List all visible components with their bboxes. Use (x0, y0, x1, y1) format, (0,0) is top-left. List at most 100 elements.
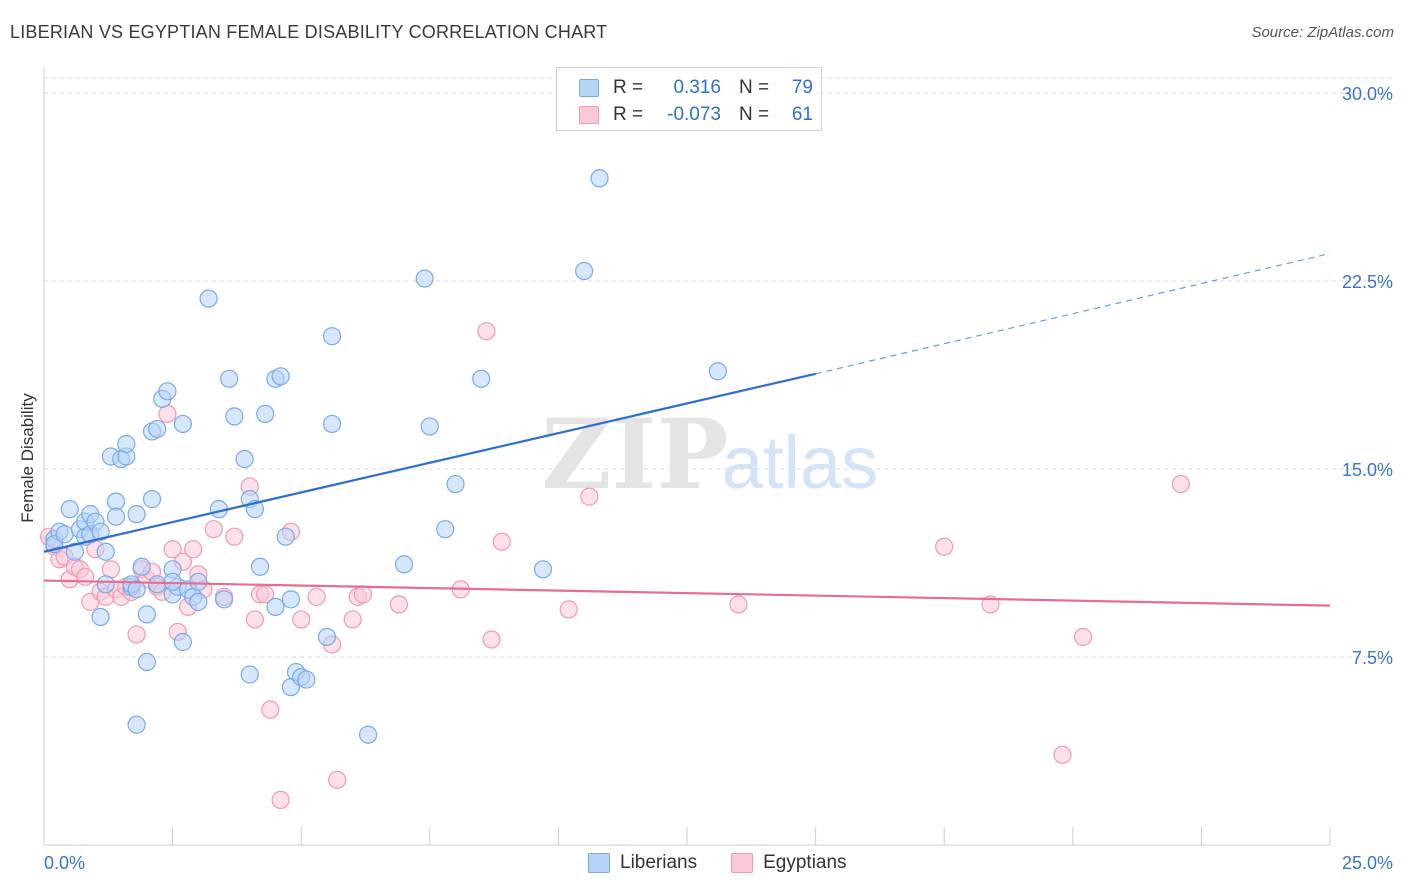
liberian-point (173, 632, 192, 652)
legend-row-liberians: R = 0.316 N = 79 (579, 76, 813, 100)
liberian-point (132, 557, 151, 576)
legend-item-egyptians[interactable]: Egyptians (731, 852, 847, 874)
egyptian-point (1053, 745, 1072, 764)
egyptian-point (271, 790, 290, 809)
liberian-point (446, 474, 465, 494)
egyptian-point (1171, 474, 1190, 494)
egyptian-point (261, 700, 280, 719)
trend-layer (43, 252, 1331, 607)
liberian-point (127, 580, 146, 599)
liberian-point (322, 327, 342, 346)
liberian-point (148, 575, 167, 594)
liberian-point (271, 367, 290, 386)
egyptian-point (163, 540, 182, 559)
legend-swatch-liberians (588, 853, 610, 873)
liberian-point (436, 520, 455, 539)
liberian-point (91, 522, 110, 541)
chart-title: LIBERIAN VS EGYPTIAN FEMALE DISABILITY C… (10, 22, 608, 42)
liberian-point (127, 715, 146, 734)
liberian-point (235, 449, 254, 469)
watermark-atlas: atlas (722, 421, 878, 504)
egyptian-point (1073, 627, 1093, 647)
liberian-point (173, 414, 192, 434)
liberian-point (91, 607, 110, 627)
liberian-point (96, 575, 115, 594)
liberian-point (322, 414, 342, 434)
egyptian-point (307, 587, 326, 606)
egyptian-point (477, 322, 496, 341)
liberian-trendline-extension (815, 252, 1331, 375)
liberian-point (276, 527, 295, 546)
y-tick-label: 22.5% (1342, 272, 1393, 292)
liberian-point (575, 261, 594, 281)
liberian-point (590, 169, 609, 188)
series-legend: Liberians Egyptians (588, 852, 881, 874)
x-tick-label: 0.0% (44, 853, 85, 873)
liberian-point (65, 542, 84, 561)
tick-label-layer: 7.5% 15.0% 22.5% 30.0% 0.0% 25.0% (44, 84, 1393, 873)
legend-swatch-pink (579, 106, 599, 124)
liberian-point (708, 362, 727, 381)
liberian-point (225, 407, 244, 426)
egyptian-point (935, 537, 954, 556)
liberian-point (148, 419, 167, 439)
liberian-point (96, 542, 115, 561)
stats-legend: R = 0.316 N = 79 R = -0.073 N = 61 (556, 67, 822, 131)
egyptian-point (245, 610, 265, 629)
liberian-point (214, 590, 234, 609)
liberian-point (394, 555, 414, 574)
legend-n-value: 79 (791, 77, 813, 98)
liberian-point (55, 525, 74, 544)
liberian-point (256, 404, 275, 423)
y-tick-label: 30.0% (1342, 84, 1393, 104)
liberian-point (189, 592, 208, 611)
liberian-point (60, 500, 79, 519)
liberian-point (189, 572, 208, 591)
watermark-zip: ZIP (541, 398, 728, 511)
egyptian-point (204, 520, 223, 539)
egyptian-point (729, 595, 748, 614)
liberian-point (117, 434, 136, 454)
legend-r-value: -0.073 (667, 104, 721, 125)
egyptian-point (127, 625, 146, 644)
liberian-point (137, 652, 156, 672)
liberian-point (199, 289, 218, 308)
y-tick-label: 15.0% (1342, 460, 1393, 480)
egyptian-point (492, 532, 511, 551)
legend-row-egyptians: R = -0.073 N = 61 (579, 103, 813, 127)
liberian-point (281, 590, 301, 609)
liberian-point (142, 490, 162, 509)
liberian-point (163, 572, 182, 591)
liberian-point (317, 627, 337, 647)
egyptian-point (76, 567, 95, 586)
legend-r-label: R = (613, 77, 644, 98)
legend-n-label: N = (739, 77, 770, 98)
liberian-point (415, 269, 434, 288)
liberian-point (358, 725, 378, 744)
egyptian-point (184, 540, 203, 559)
legend-n-label: N = (739, 104, 770, 125)
egyptian-point (389, 595, 409, 614)
egyptian-point (559, 600, 578, 619)
legend-item-liberians[interactable]: Liberians (588, 852, 697, 874)
liberian-point (420, 417, 439, 436)
egyptian-point (482, 630, 501, 649)
axis-layer (43, 68, 1331, 846)
legend-swatch-blue (579, 79, 599, 97)
liberian-point (266, 597, 285, 616)
legend-swatch-egyptians (731, 853, 754, 873)
liberian-point (127, 505, 146, 524)
egyptian-trendline (43, 579, 1331, 607)
watermark: ZIP atlas (541, 398, 878, 511)
egyptian-point (225, 527, 244, 546)
liberian-point (106, 507, 126, 526)
egyptian-point (343, 610, 362, 629)
source-label: Source: ZipAtlas.com (1251, 24, 1394, 41)
liberian-point (533, 560, 553, 579)
egyptian-point (353, 585, 373, 604)
liberian-point (220, 369, 239, 388)
egyptian-point (580, 487, 599, 506)
legend-r-label: R = (613, 104, 644, 125)
x-tick-label: 25.0% (1342, 853, 1393, 873)
